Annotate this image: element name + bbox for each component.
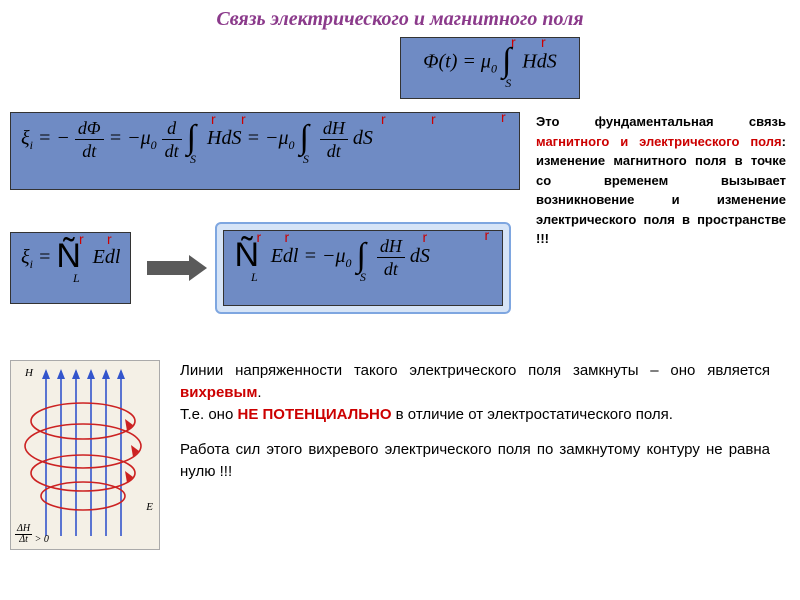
diagram-svg <box>11 361 161 551</box>
e3a-eq: = <box>38 246 52 268</box>
eq2-dS2: dS <box>353 127 373 149</box>
eq2-is2: S <box>303 152 309 166</box>
e3b-dl: dl <box>283 245 299 267</box>
eq1-d: d <box>537 51 547 73</box>
eq2-f1d: dt <box>75 140 104 160</box>
e3a-dl: dl <box>105 246 121 268</box>
st-mag: магнитного и электрического поля <box>536 134 782 149</box>
diagram-E-label: E <box>146 501 153 513</box>
eq2-f3n: dH <box>320 119 348 140</box>
eq1-S: S <box>547 51 557 73</box>
vec-r: r <box>107 231 112 247</box>
delta-gt0: > 0 <box>35 534 49 545</box>
e3b-fn: dH <box>377 237 405 258</box>
e3b-E: E <box>271 245 283 267</box>
vec-r: r <box>511 34 516 50</box>
e3b-dS: dS <box>410 245 430 267</box>
e3b-fd: dt <box>377 258 405 278</box>
eq2-is1: S <box>190 152 196 166</box>
vec-r: r <box>501 109 506 125</box>
bt1a: Линии напряженности такого электрическог… <box>180 362 770 379</box>
e3a-L: L <box>73 271 80 285</box>
vortex-diagram: H E ΔH Δt > 0 <box>10 360 160 550</box>
eq2-f2n: d <box>162 119 182 140</box>
diagram-delta: ΔH Δt > 0 <box>15 524 49 545</box>
bottom-explanation: Линии напряженности такого электрическог… <box>180 360 770 497</box>
eq1-intsub: S <box>505 76 511 90</box>
equation-xi-oint: r r ξi = ÑL Edl <box>10 232 131 304</box>
vec-r: r <box>241 111 246 127</box>
eq2-eq: = − <box>38 127 70 149</box>
eq2-p3: = −μ <box>246 127 288 149</box>
e3a-E: E <box>93 246 105 268</box>
vec-r: r <box>284 229 289 245</box>
diagram-H-label: H <box>25 367 33 379</box>
st-a: Это фундаментальная связь <box>536 114 786 129</box>
eq2-dS1: dS <box>221 127 241 149</box>
bt-notpot: НЕ ПОТЕНЦИАЛЬНО <box>237 406 391 423</box>
e3b-S: S <box>360 270 366 284</box>
equation-xi-expansion: r r r r r ξi = − dΦdt = −μ0 ddt ∫S HdS =… <box>10 112 520 190</box>
eq1-sub0: 0 <box>491 62 497 76</box>
integral-icon: ∫ <box>502 42 511 80</box>
eq1-H: H <box>522 51 536 73</box>
e3b-mid: = −μ <box>303 245 345 267</box>
st-b: : изменение магнитного поля в точке со в… <box>536 134 786 247</box>
eq2-xisub: i <box>30 138 33 152</box>
integral-icon: ∫ <box>299 119 308 157</box>
eq2-xi: ξ <box>21 127 30 149</box>
bt-vortex: вихревым <box>180 384 257 401</box>
bt1b: . <box>257 384 261 401</box>
vec-r: r <box>431 111 436 127</box>
eq2-p2: = −μ <box>109 127 151 149</box>
eq1-mu: μ <box>481 51 491 73</box>
eq2-f1n: dΦ <box>75 119 104 140</box>
explanation-text: Это фундаментальная связь магнитного и э… <box>536 112 786 249</box>
eq2-s0b: 0 <box>288 138 294 152</box>
equation-maxwell-faraday: r r r r ÑL Edl = −μ0 ∫S dHdt dS <box>223 230 503 306</box>
bt2a: Т.е. оно <box>180 406 237 423</box>
e3a-xi: ξ <box>21 246 30 268</box>
delta-den: Δt <box>15 535 32 545</box>
eq1-lhs: Φ(t) = <box>423 51 476 73</box>
e3b-s0: 0 <box>346 256 352 270</box>
page-title: Связь электрического и магнитного поля <box>0 0 800 37</box>
arrow-icon <box>147 255 207 281</box>
eq2-f3d: dt <box>320 140 348 160</box>
equation-flux: r r Φ(t) = μ0 ∫S HdS <box>400 37 580 99</box>
integral-icon: ∫ <box>357 237 366 275</box>
vec-r: r <box>211 111 216 127</box>
e3b-L: L <box>251 270 258 284</box>
eq2-s0a: 0 <box>151 138 157 152</box>
vec-r: r <box>484 227 489 243</box>
bt3: Работа сил этого вихревого электрическог… <box>180 439 770 483</box>
vec-r: r <box>422 229 427 245</box>
bt2b: в отличие от электростатического поля. <box>392 406 673 423</box>
vec-r: r <box>381 111 386 127</box>
eq2-f2d: dt <box>162 140 182 160</box>
eq2-H: H <box>207 127 221 149</box>
vec-r: r <box>541 34 546 50</box>
integral-icon: ∫ <box>187 119 196 157</box>
e3a-xs: i <box>30 257 33 271</box>
